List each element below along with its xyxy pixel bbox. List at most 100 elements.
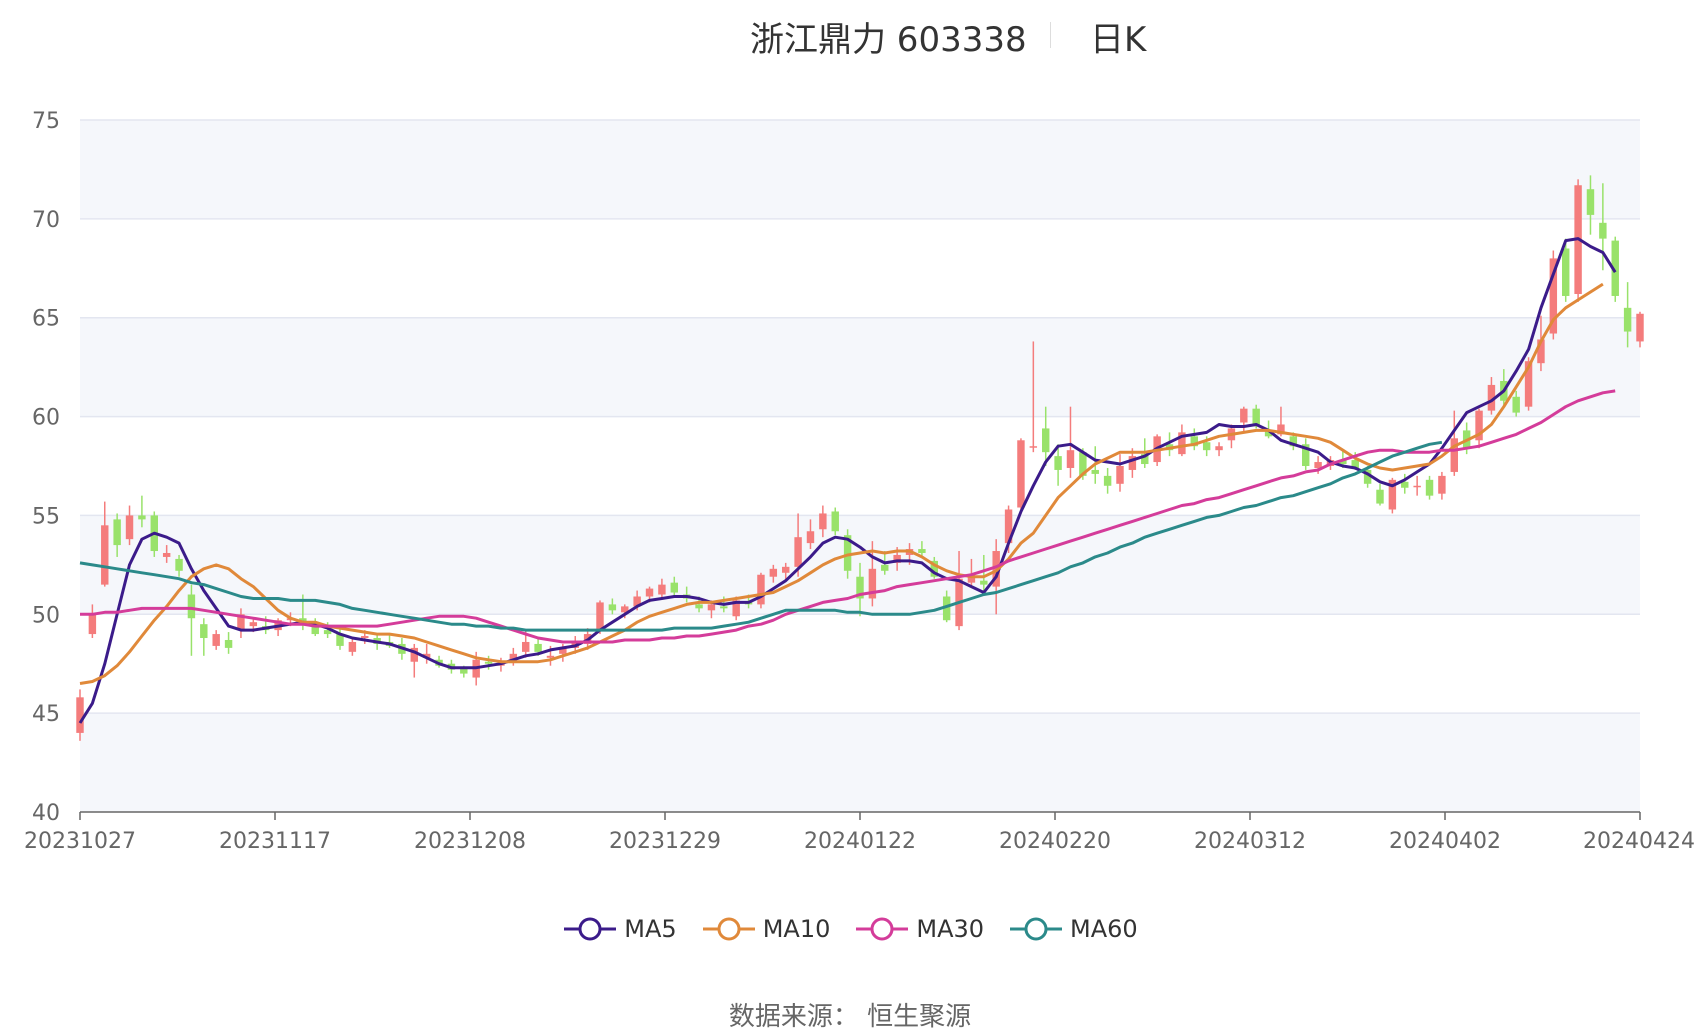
candle-body [1079, 452, 1087, 476]
candle-body [534, 643, 542, 652]
candle [1116, 454, 1124, 492]
candle [224, 632, 233, 654]
y-tick-label: 40 [32, 801, 60, 826]
candle-body [732, 600, 740, 617]
candle-body [1562, 248, 1570, 296]
data-source: 数据来源： 恒生聚源 [728, 1002, 972, 1032]
candle-body [695, 604, 703, 609]
candle-body [138, 515, 146, 520]
candlestick-chart: 40 45 50 55 60 65 70 75 20231027 20231117 2023120… [24, 109, 1695, 854]
candle [1623, 282, 1632, 348]
legend-marker-icon [1010, 917, 1063, 941]
candle-body [336, 634, 344, 646]
candle-body [348, 641, 357, 652]
candle [1066, 406, 1075, 478]
candle-body [806, 531, 815, 544]
candle-body [769, 568, 778, 577]
candle-body [1141, 454, 1149, 465]
candle [930, 556, 938, 579]
ma-line-ma60 [79, 440, 1443, 632]
candle [162, 545, 171, 563]
candle-body [942, 596, 951, 621]
candle [1487, 377, 1496, 415]
candle-body [1401, 481, 1409, 488]
candle [980, 554, 988, 591]
candle [831, 507, 839, 536]
legend-item-ma10[interactable]: MA10 [701, 915, 831, 943]
candle [1215, 442, 1223, 457]
candle [1302, 438, 1310, 470]
candle-body [1314, 462, 1322, 468]
candle [1029, 341, 1038, 453]
candle-body [422, 653, 431, 658]
x-tick-label: 20231208 [414, 829, 526, 854]
candle [1388, 477, 1397, 514]
candle-body [509, 653, 518, 662]
candle [967, 558, 976, 587]
y-tick-label: 55 [32, 504, 60, 529]
candle-body [918, 549, 926, 553]
candle [88, 604, 97, 639]
candle-body [187, 594, 196, 619]
candle-body [757, 574, 765, 605]
candle-body [1252, 408, 1260, 427]
x-tick-label: 20231027 [24, 829, 136, 854]
candle [1425, 475, 1434, 500]
legend-label: MA10 [762, 915, 831, 943]
candle [1401, 473, 1409, 494]
candle [1562, 238, 1570, 302]
candle [76, 689, 84, 741]
candle-body [559, 647, 567, 654]
candle [769, 564, 778, 583]
candle-body [1351, 460, 1359, 468]
candle-body [1190, 436, 1198, 447]
candle-body [1029, 446, 1038, 448]
candle [200, 618, 208, 656]
candle-body [670, 582, 678, 593]
candle-body [1091, 469, 1099, 474]
candle-body [720, 606, 728, 609]
candle-body [831, 511, 839, 532]
candle [1190, 428, 1198, 451]
plot-band [80, 317, 1640, 417]
candle-body [249, 622, 258, 627]
candle-body [868, 568, 877, 599]
legend-label: MA60 [1070, 915, 1138, 943]
plot-bands [80, 120, 1640, 812]
candle-body [460, 667, 468, 674]
candle-body [1388, 479, 1397, 510]
candle [1017, 438, 1025, 514]
candle-body [1042, 428, 1050, 453]
candle-body [76, 697, 84, 733]
candle-body [323, 630, 332, 635]
legend-item-ma5[interactable]: MA5 [562, 915, 677, 943]
y-tick-label: 75 [32, 109, 60, 134]
candle-body [88, 614, 97, 635]
candle-body [546, 655, 555, 658]
candle [1450, 410, 1458, 476]
candle-body [175, 558, 183, 571]
candle-body [1363, 469, 1372, 484]
candle-body [1623, 307, 1632, 332]
y-tick-label: 50 [32, 603, 60, 628]
legend-label: MA5 [624, 915, 677, 943]
legend-item-ma30[interactable]: MA30 [854, 915, 984, 943]
candle [237, 608, 245, 639]
candle-body [1376, 489, 1384, 504]
candle [608, 598, 617, 615]
candle [794, 513, 802, 577]
candle-body [1004, 509, 1013, 544]
candle [670, 576, 678, 597]
candle-body [311, 624, 319, 635]
candle-body [794, 537, 802, 567]
candle-body [237, 614, 245, 631]
candles [76, 175, 1644, 741]
candle-body [224, 639, 233, 648]
legend-label: MA30 [916, 915, 985, 943]
candle-body [1215, 446, 1223, 451]
legend-item-ma60[interactable]: MA60 [1008, 915, 1138, 943]
candle-body [522, 641, 530, 652]
candle-body [212, 634, 220, 646]
candle [819, 505, 827, 538]
candle-body [1512, 396, 1520, 413]
